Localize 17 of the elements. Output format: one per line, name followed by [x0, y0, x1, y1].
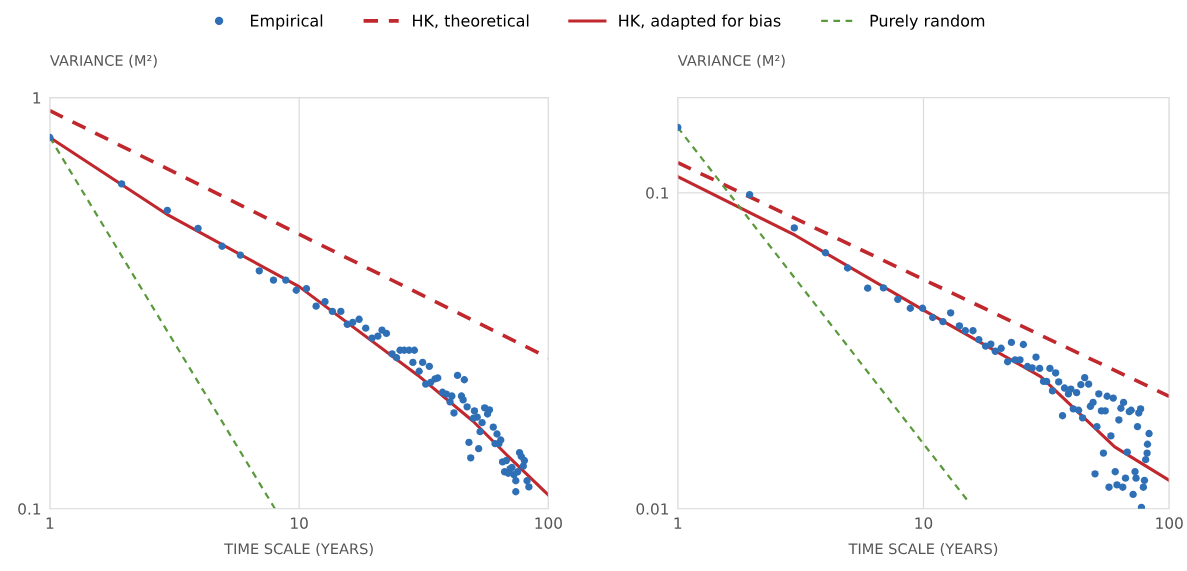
y-axis-title: VARIANCE (M²): [49, 54, 157, 68]
y-tick-label: 0.1: [646, 187, 669, 199]
legend-label: HK, adapted for bias: [619, 14, 781, 30]
legend-label: HK, theoretical: [413, 14, 529, 29]
legend-label: Empirical: [250, 14, 323, 30]
x-axis-title: TIME SCALE (YEARS): [848, 543, 998, 556]
x-tick-label: 100: [1156, 517, 1183, 529]
y-tick-label: 0.1: [18, 503, 41, 515]
x-axis-title: TIME SCALE (YEARS): [224, 543, 373, 556]
x-tick-label: 10: [291, 517, 308, 529]
y-axis-title: VARIANCE (M²): [677, 54, 785, 68]
legend-label: Purely random: [870, 14, 985, 30]
x-tick-label: 1: [46, 517, 54, 529]
y-tick-label: 0.01: [636, 503, 669, 515]
x-tick-label: 1: [674, 517, 682, 529]
x-tick-label: 10: [915, 517, 933, 529]
x-tick-label: 100: [535, 517, 562, 529]
